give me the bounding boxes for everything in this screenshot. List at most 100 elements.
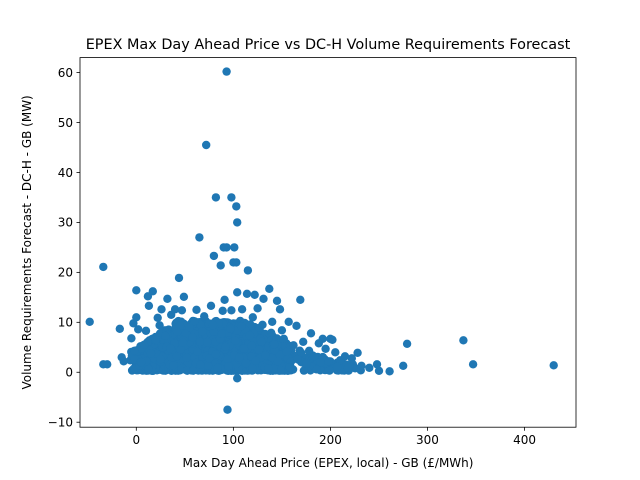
data-point — [293, 355, 302, 364]
data-point — [132, 286, 141, 295]
y-tick-label: 60 — [58, 66, 73, 80]
data-point — [217, 329, 226, 338]
data-point — [253, 304, 262, 313]
data-point — [198, 327, 207, 336]
data-point — [211, 350, 221, 359]
data-point — [144, 301, 154, 310]
y-axis-ticks: −10 0 10 20 30 40 50 60 — [48, 66, 80, 430]
data-point — [220, 295, 229, 304]
data-point — [309, 352, 319, 361]
data-point — [143, 292, 153, 301]
data-point — [235, 353, 244, 362]
y-tick-label: 40 — [58, 166, 73, 180]
cloud-point — [204, 361, 213, 370]
data-point — [233, 288, 242, 297]
data-point — [304, 346, 314, 355]
data-point — [222, 67, 231, 76]
y-tick-label: 50 — [58, 116, 73, 130]
data-point — [243, 266, 253, 275]
data-point — [353, 348, 362, 357]
data-point — [468, 360, 478, 369]
data-point — [372, 360, 382, 369]
x-axis-label: Max Day Ahead Price (EPEX, local) - GB (… — [183, 456, 474, 470]
data-point — [292, 321, 301, 330]
data-point — [163, 294, 172, 303]
data-point — [459, 336, 468, 345]
data-point — [268, 317, 277, 326]
data-point — [232, 202, 241, 211]
data-point — [195, 233, 204, 242]
data-point — [161, 331, 170, 340]
data-point — [233, 374, 242, 383]
data-point — [177, 306, 187, 315]
data-point — [167, 310, 176, 319]
cloud-point — [276, 366, 286, 375]
cloud-point — [209, 327, 219, 336]
data-point — [156, 355, 165, 364]
data-point — [279, 334, 288, 343]
data-point — [335, 356, 345, 365]
data-point — [202, 140, 211, 150]
y-tick-label: 20 — [58, 266, 73, 280]
data-point — [151, 335, 160, 344]
data-point — [196, 360, 205, 369]
data-point — [299, 337, 308, 346]
cloud-point — [181, 329, 191, 338]
cloud-point — [254, 345, 264, 354]
data-point — [169, 361, 178, 370]
data-point — [227, 193, 236, 202]
data-point — [206, 301, 216, 310]
cloud-point — [176, 345, 185, 354]
data-point — [155, 321, 164, 330]
data-point — [255, 323, 264, 332]
cloud-point — [248, 363, 257, 372]
y-axis-label: Volume Requirements Forecast - DC-H - GB… — [20, 95, 34, 389]
cloud-point — [189, 366, 198, 375]
data-point — [275, 305, 285, 314]
data-point — [385, 367, 394, 376]
data-point — [174, 273, 184, 283]
data-point — [209, 251, 219, 261]
data-point — [284, 317, 293, 326]
data-point — [312, 365, 321, 374]
data-point — [265, 284, 274, 293]
data-point — [127, 334, 136, 343]
x-tick-label: 400 — [513, 433, 536, 447]
cloud-point — [196, 337, 205, 347]
data-point — [226, 324, 235, 333]
data-point — [365, 363, 374, 372]
data-point — [314, 339, 323, 348]
data-point — [232, 258, 241, 267]
y-tick-label: 10 — [58, 316, 73, 330]
cloud-point — [172, 352, 182, 361]
y-tick-label: 0 — [65, 366, 73, 380]
data-point — [172, 327, 182, 336]
data-point — [188, 333, 197, 342]
data-point — [321, 344, 330, 353]
data-point — [277, 326, 287, 335]
data-point — [259, 294, 268, 303]
data-point — [306, 329, 316, 338]
data-point — [347, 354, 356, 363]
data-points-layer — [85, 67, 558, 414]
data-point — [204, 354, 214, 363]
data-point — [182, 353, 191, 362]
data-point — [200, 312, 209, 321]
data-point — [374, 366, 384, 375]
data-point — [250, 290, 259, 299]
x-tick-label: 100 — [222, 433, 245, 447]
data-point — [248, 313, 257, 322]
data-point — [251, 356, 260, 365]
data-point — [296, 295, 305, 304]
data-point — [166, 344, 175, 353]
cloud-point — [267, 353, 277, 362]
cloud-point — [223, 354, 232, 364]
data-point — [316, 358, 325, 367]
data-point — [157, 305, 166, 314]
data-point — [223, 405, 232, 414]
data-point — [134, 325, 143, 334]
data-point — [230, 243, 239, 252]
data-point — [139, 340, 149, 349]
data-point — [285, 363, 294, 372]
data-point — [85, 317, 94, 326]
